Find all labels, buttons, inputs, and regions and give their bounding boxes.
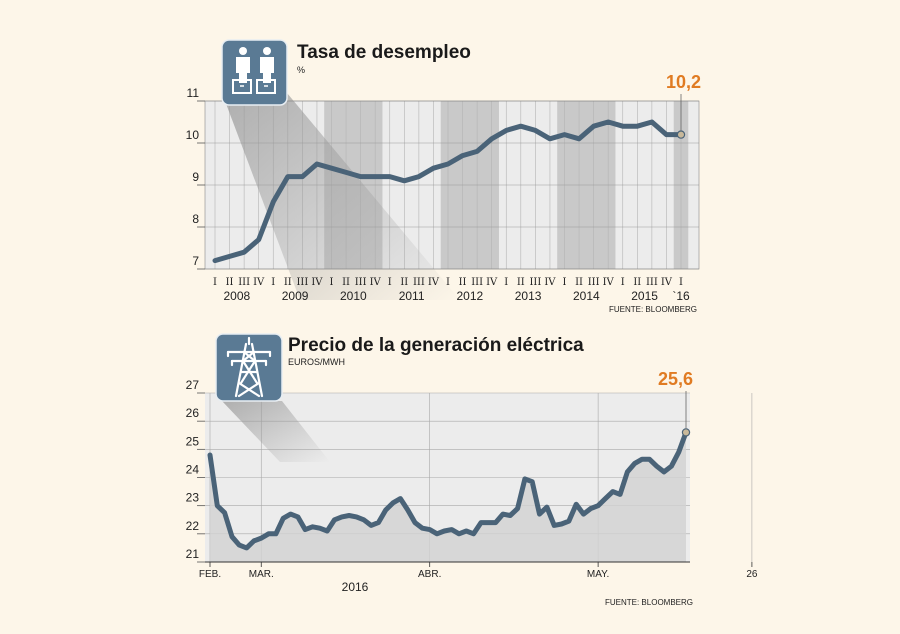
quarter-tick-label: IV — [311, 277, 323, 288]
year-tick-label: 2012 — [456, 289, 483, 303]
unemployed-people-icon — [221, 39, 288, 106]
quarter-tick-label: II — [400, 277, 408, 288]
month-tick-label: FEB. — [199, 569, 221, 580]
y-tick-label: 11 — [187, 86, 200, 100]
y-tick-label: 23 — [186, 491, 200, 505]
power-tower-icon — [215, 333, 283, 402]
x-axis-quarters: I II III IV I II III IV I II III IV I II III IV I II III IV… — [213, 277, 683, 288]
year-tick-label: 2014 — [573, 289, 600, 303]
x-axis-months: FEB. MAR. ABR. MAY. 26 — [199, 562, 758, 580]
year-tick-label: 2013 — [515, 289, 542, 303]
y-tick-label: 27 — [186, 378, 200, 392]
y-tick-label: 8 — [192, 212, 199, 226]
quarter-tick-label: I — [446, 277, 450, 288]
electricity-price-chart: 21 22 23 24 25 26 27 FEB. MAR. ABR. MAY. 26 25,6 — [186, 333, 758, 607]
last-value-marker — [681, 428, 691, 437]
year-tick-label: 2010 — [340, 289, 367, 303]
y-tick-label: 26 — [186, 406, 200, 420]
y-axis: 21 22 23 24 25 26 27 — [186, 378, 205, 563]
quarter-tick-label: III — [296, 277, 308, 288]
last-value-label: 25,6 — [658, 369, 693, 389]
quarter-tick-label: II — [284, 277, 292, 288]
quarter-tick-label: III — [413, 277, 425, 288]
year-tick-label: 2009 — [282, 289, 309, 303]
last-value-label: 10,2 — [666, 72, 701, 92]
month-tick-label: MAR. — [249, 569, 274, 580]
quarter-tick-label: I — [271, 277, 275, 288]
quarter-tick-label: IV — [603, 277, 615, 288]
quarter-tick-label: IV — [253, 277, 265, 288]
y-unit-label: EUROS/MWH — [288, 357, 345, 367]
quarter-tick-label: IV — [544, 277, 556, 288]
quarter-tick-label: III — [355, 277, 367, 288]
quarter-tick-label: I — [213, 277, 217, 288]
icon-shadow — [222, 401, 330, 462]
quarter-tick-label: III — [238, 277, 250, 288]
y-tick-label: 22 — [186, 519, 200, 533]
quarter-tick-label: IV — [486, 277, 498, 288]
month-tick-label: 26 — [746, 569, 758, 580]
x-axis-years: 2008 2009 2010 2011 2012 2013 2014 2015 `16 — [223, 289, 690, 303]
price-series-line — [207, 429, 689, 551]
quarter-tick-label: I — [679, 277, 683, 288]
y-tick-label: 25 — [186, 434, 200, 448]
month-tick-label: MAY. — [587, 569, 609, 580]
quarter-tick-label: II — [342, 277, 350, 288]
quarter-tick-label: II — [459, 277, 467, 288]
year-tick-label: `16 — [672, 289, 690, 303]
quarter-tick-label: I — [621, 277, 625, 288]
quarter-tick-label: IV — [370, 277, 382, 288]
last-value-marker — [676, 130, 686, 139]
y-axis: 7 8 9 10 11 — [186, 86, 205, 270]
quarter-tick-label: III — [588, 277, 600, 288]
quarter-tick-label: I — [563, 277, 567, 288]
quarter-tick-label: III — [646, 277, 658, 288]
quarter-tick-label: III — [471, 277, 483, 288]
month-tick-label: ABR. — [418, 569, 441, 580]
y-unit-label: % — [297, 65, 305, 75]
quarter-tick-label: III — [529, 277, 541, 288]
unemployment-series-line — [212, 119, 684, 264]
year-tick-label: 2008 — [223, 289, 250, 303]
source-note: FUENTE: BLOOMBERG — [605, 598, 693, 607]
quarter-tick-label: I — [330, 277, 334, 288]
y-tick-label: 21 — [186, 547, 200, 561]
y-tick-label: 10 — [186, 128, 200, 142]
quarter-tick-label: IV — [428, 277, 440, 288]
quarter-tick-label: I — [504, 277, 508, 288]
quarter-tick-label: II — [226, 277, 234, 288]
y-tick-label: 7 — [192, 254, 199, 268]
quarter-tick-label: I — [388, 277, 392, 288]
year-label: 2016 — [342, 580, 369, 594]
quarter-tick-label: IV — [661, 277, 673, 288]
year-tick-label: 2015 — [631, 289, 658, 303]
source-note: FUENTE: BLOOMBERG — [609, 305, 697, 314]
quarter-tick-label: II — [517, 277, 525, 288]
quarter-tick-label: II — [633, 277, 641, 288]
chart-title: Precio de la generación eléctrica — [288, 335, 584, 356]
chart-title: Tasa de desempleo — [297, 42, 471, 63]
year-tick-label: 2011 — [399, 289, 425, 303]
y-tick-label: 24 — [186, 463, 200, 477]
y-tick-label: 9 — [192, 170, 199, 184]
quarter-tick-label: II — [575, 277, 583, 288]
icon-shadow — [222, 93, 460, 300]
